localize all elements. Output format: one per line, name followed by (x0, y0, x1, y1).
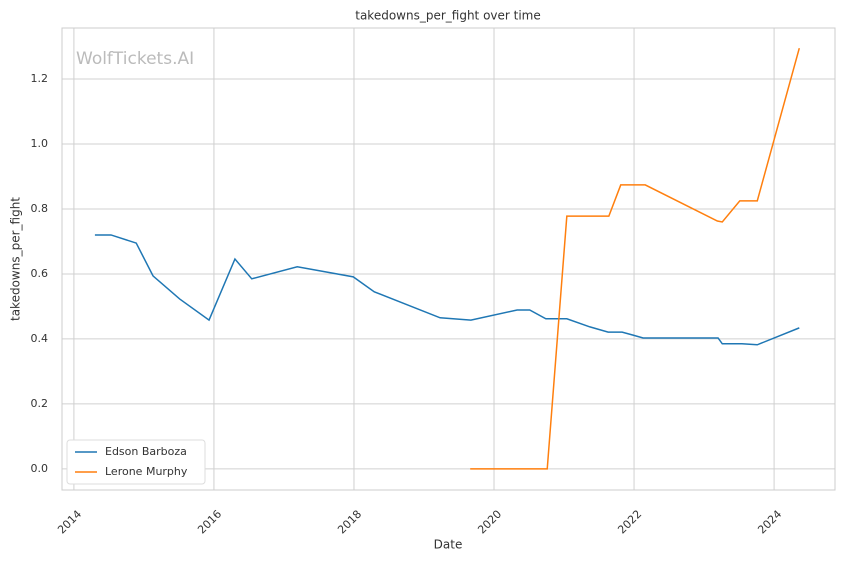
y-tick-label: 1.2 (31, 72, 49, 85)
y-tick-label: 0.0 (31, 462, 49, 475)
plot-frame (61, 27, 836, 491)
line (94, 234, 800, 346)
x-axis-label: Date (434, 538, 463, 552)
y-tick-label: 0.6 (31, 267, 49, 280)
legend-label: Lerone Murphy (105, 465, 188, 478)
y-tick-label: 0.2 (31, 397, 49, 410)
line (470, 47, 801, 470)
legend-label: Edson Barboza (105, 445, 187, 458)
chart-title: takedowns_per_fight over time (355, 9, 541, 23)
y-tick-label: 0.4 (31, 332, 49, 345)
legend-box (66, 439, 206, 485)
y-tick-label: 0.8 (31, 202, 49, 215)
y-axis-label: takedowns_per_fight (9, 197, 23, 321)
watermark: WolfTickets.AI (76, 49, 194, 69)
y-tick-label: 1.0 (31, 137, 49, 150)
